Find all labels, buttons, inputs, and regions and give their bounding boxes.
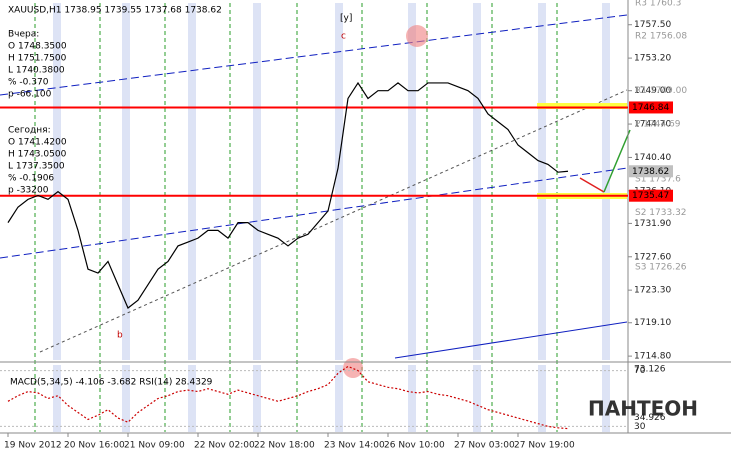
x-tick-label: 22 Nov 18:00 bbox=[254, 441, 315, 451]
y-tick-label: 1714.80 bbox=[634, 352, 671, 362]
annotation: b bbox=[117, 331, 123, 341]
info-text: p -66.100 bbox=[8, 90, 52, 100]
pivot-label: P 1744.69 bbox=[635, 120, 681, 130]
info-text: p -33200 bbox=[8, 186, 49, 196]
pivot-label: S3 1726.26 bbox=[635, 263, 687, 273]
channel bbox=[0, 14, 628, 359]
y-tick-label: 1727.60 bbox=[634, 252, 671, 262]
pivot-label: S2 1733.32 bbox=[635, 208, 687, 218]
x-tick-label: 23 Nov 14:00 bbox=[324, 441, 385, 451]
annotation: [y] bbox=[340, 14, 352, 24]
price-tag-label: 1735.47 bbox=[632, 191, 669, 201]
x-tick-label: 22 Nov 02:00 bbox=[194, 441, 255, 451]
price-line bbox=[7, 81, 569, 309]
y-tick-label: 1753.20 bbox=[634, 54, 671, 64]
indicator-extreme-label: 34.926 bbox=[634, 413, 666, 423]
y-tick-label: 1744.70 bbox=[634, 120, 671, 130]
y-tick-label: 1749.00 bbox=[634, 86, 671, 96]
price-tag bbox=[629, 101, 673, 114]
x-tick-label: 26 Nov 10:00 bbox=[384, 441, 445, 451]
indicator-extreme-label: 73.126 bbox=[634, 365, 666, 375]
pivot-label: R2 1756.08 bbox=[635, 31, 687, 41]
y-tick-label: 1757.50 bbox=[634, 20, 671, 30]
info-text: Вчера: bbox=[8, 30, 39, 40]
price-tag bbox=[629, 189, 673, 202]
pivot-label: S1 1737.6 bbox=[635, 175, 681, 185]
info-text: H 1743.0500 bbox=[8, 150, 67, 160]
info-text: O 1748.3500 bbox=[8, 42, 67, 52]
y-tick-label: 1723.30 bbox=[634, 286, 671, 296]
x-tick-label: 27 Nov 03:00 bbox=[454, 441, 515, 451]
info-text: % -0.370 bbox=[8, 78, 49, 88]
y-tick-label: 1740.40 bbox=[634, 153, 671, 163]
chart-title: XAUUSD,H1 1738.95 1739.55 1737.68 1738.6… bbox=[8, 6, 222, 16]
pivot-label: R1 1749.00 bbox=[635, 86, 687, 96]
last-price-tag bbox=[629, 165, 673, 178]
indicator-tick-label: 30 bbox=[634, 422, 646, 432]
y-tick-label: 1719.10 bbox=[634, 318, 671, 328]
info-text: L 1740.3800 bbox=[8, 66, 65, 76]
y-tick-label: 1731.90 bbox=[634, 219, 671, 229]
info-text: Сегодня: bbox=[8, 126, 51, 136]
x-tick-label: 20 Nov 16:00 bbox=[64, 441, 125, 451]
last-price-label: 1738.62 bbox=[632, 167, 669, 177]
indicator-tick-label: 70 bbox=[634, 366, 646, 376]
x-tick-label: 19 Nov 2012 bbox=[4, 441, 62, 451]
info-text: O 1741.4200 bbox=[8, 138, 67, 148]
session-lines bbox=[34, 3, 558, 432]
zone bbox=[537, 103, 627, 109]
indicator-line bbox=[7, 365, 569, 430]
x-tick-label: 21 Nov 09:00 bbox=[124, 441, 185, 451]
logo: ПАНТЕОН bbox=[588, 397, 698, 421]
x-tick-label: 27 Nov 19:00 bbox=[514, 441, 575, 451]
info-text: L 1737.3500 bbox=[8, 162, 65, 172]
indicator-label: MACD(5,34,5) -4.106 -3.682 RSI(14) 28.43… bbox=[10, 378, 213, 388]
forecast bbox=[343, 25, 631, 378]
info-text: H 1751.7500 bbox=[8, 54, 67, 64]
price-tag-label: 1746.84 bbox=[632, 103, 669, 113]
bands bbox=[53, 3, 610, 432]
annotation: c bbox=[341, 32, 346, 42]
info-text: % -0.1906 bbox=[8, 174, 54, 184]
pivot-label: R3 1760.3 bbox=[635, 0, 681, 9]
